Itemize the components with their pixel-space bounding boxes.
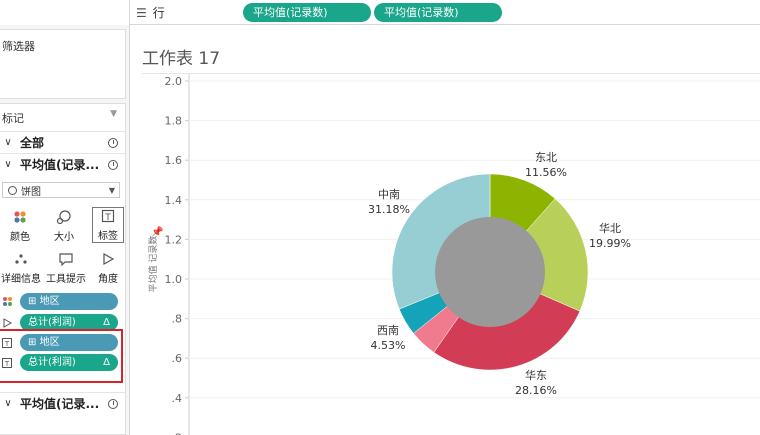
y-tick-label: 1.4	[165, 194, 183, 207]
marks-section-label: 平均值(记录...	[20, 397, 100, 411]
field-row-color: ⊞ 地区	[2, 293, 122, 310]
chevron-down-icon: ▼	[108, 185, 115, 195]
marks-section-label: 全部	[20, 136, 45, 150]
tooltip-button-label: 工具提示	[46, 274, 86, 285]
row-pill-2[interactable]: 平均值(记录数)	[374, 3, 502, 22]
slice-name-label: 东北	[535, 151, 557, 164]
label-icon: T	[2, 357, 12, 368]
clock-icon	[108, 398, 118, 409]
worksheet-title: 工作表 17	[142, 49, 221, 69]
y-tick-label: 1.0	[165, 273, 183, 286]
slice-percent-label: 11.56%	[525, 166, 567, 179]
delta-icon: Δ	[103, 357, 110, 368]
svg-text:T: T	[4, 360, 10, 368]
mark-type-label: 饼图	[21, 186, 41, 198]
y-tick-label: .4	[172, 392, 183, 405]
label-icon: T	[2, 337, 12, 348]
row-pill-1[interactable]: 平均值(记录数)	[243, 3, 371, 22]
field-pill-label: 总计(利润)	[28, 317, 76, 328]
field-pill-label: 总计(利润)	[28, 357, 76, 368]
angle-icon	[2, 317, 12, 328]
chevron-down-icon: ∨	[4, 137, 12, 148]
label-icon: T	[101, 208, 115, 224]
mark-type-select[interactable]: 饼图 ▼	[2, 182, 120, 198]
label-button[interactable]: T 标签	[92, 207, 124, 243]
slice-percent-label: 19.99%	[589, 237, 631, 250]
y-tick-label: 1.8	[165, 115, 183, 128]
rows-shelf: ☰ 行 平均值(记录数) 平均值(记录数)	[0, 0, 760, 25]
marks-card: 标记 ▼ ∨ 全部 ∨ 平均值(记录... 饼图 ▼ 颜色	[0, 103, 126, 435]
angle-button-label: 角度	[98, 274, 118, 285]
tooltip-button[interactable]: 工具提示	[46, 249, 86, 285]
y-tick-label: .2	[172, 431, 183, 435]
pie-chart[interactable]: 2.0 1.8 1.6 1.4 1.2 1.0 .8 .6 .4 .2 平均值 记录数📌 东北 11.5…	[130, 74, 760, 435]
slice-percent-label: 31.18%	[368, 203, 410, 216]
y-tick-label: .6	[172, 352, 183, 365]
marks-section-avg-1[interactable]: ∨ 平均值(记录...	[0, 153, 126, 175]
pie-icon	[8, 185, 17, 195]
rows-label-text: 行	[152, 6, 165, 20]
field-pill-region[interactable]: ⊞ 地区	[20, 334, 118, 351]
color-dots-icon	[13, 209, 27, 225]
delta-icon: Δ	[103, 317, 110, 328]
size-button[interactable]: 大小	[48, 207, 80, 243]
label-button-label: 标签	[98, 231, 118, 242]
marks-title: 标记	[2, 112, 24, 125]
field-prefix-icon: ⊞	[28, 296, 37, 307]
title-divider	[142, 73, 760, 74]
clock-icon	[108, 137, 118, 148]
highlight-box	[0, 329, 123, 383]
rows-shelf-label: ☰ 行	[136, 4, 165, 21]
shelf-left-blank	[0, 0, 130, 25]
y-tick-label: 1.6	[165, 154, 183, 167]
clock-icon	[108, 159, 118, 170]
slice-name-label: 华东	[525, 368, 547, 382]
marks-section-all[interactable]: ∨ 全部	[0, 131, 126, 153]
pie-center	[435, 217, 545, 327]
svg-text:T: T	[4, 340, 10, 348]
slice-name-label: 中南	[378, 188, 400, 201]
slice-name-label: 西南	[377, 324, 399, 337]
field-row-label-profit: T 总计(利润) Δ	[2, 354, 122, 371]
size-icon	[56, 209, 72, 225]
svg-text:T: T	[104, 213, 111, 223]
slice-percent-label: 4.53%	[371, 339, 406, 352]
filters-title: 筛选器	[2, 40, 35, 53]
color-button[interactable]: 颜色	[4, 207, 36, 243]
slice-name-label: 华北	[599, 221, 621, 235]
angle-button[interactable]: 角度	[92, 249, 124, 285]
color-dots-icon	[2, 297, 12, 307]
color-button-label: 颜色	[10, 232, 30, 243]
tooltip-icon	[58, 251, 74, 267]
marks-section-label: 平均值(记录...	[20, 158, 100, 172]
angle-icon	[101, 251, 115, 267]
pin-icon: 📌	[151, 225, 164, 238]
field-pill-label: 地区	[39, 337, 60, 348]
marks-section-avg-2[interactable]: ∨ 平均值(记录...	[0, 392, 126, 414]
size-button-label: 大小	[54, 232, 74, 243]
y-tick-label: 2.0	[165, 75, 183, 88]
field-row-label-region: T ⊞ 地区	[2, 334, 122, 351]
filters-card[interactable]: 筛选器	[0, 29, 126, 99]
field-pill-profit[interactable]: 总计(利润) Δ	[20, 314, 118, 331]
field-row-angle: 总计(利润) Δ	[2, 314, 122, 331]
field-pill-label: 地区	[39, 296, 60, 307]
detail-button[interactable]: 详细信息	[1, 249, 41, 285]
chevron-down-icon: ∨	[4, 398, 12, 409]
marks-caret-icon[interactable]: ▼	[110, 109, 117, 119]
chevron-down-icon: ∨	[4, 159, 12, 170]
detail-dots-icon	[14, 251, 28, 267]
field-pill-profit[interactable]: 总计(利润) Δ	[20, 354, 118, 371]
rows-icon: ☰	[136, 5, 147, 20]
detail-button-label: 详细信息	[1, 274, 41, 285]
left-panel: 筛选器 标记 ▼ ∨ 全部 ∨ 平均值(记录... 饼图 ▼ 颜色	[0, 25, 130, 435]
field-prefix-icon: ⊞	[28, 337, 37, 348]
y-tick-label: 1.2	[165, 233, 183, 246]
y-axis-label: 平均值 记录数	[147, 236, 159, 293]
slice-percent-label: 28.16%	[515, 384, 557, 397]
field-pill-region[interactable]: ⊞ 地区	[20, 293, 118, 310]
y-tick-label: .8	[172, 313, 183, 326]
